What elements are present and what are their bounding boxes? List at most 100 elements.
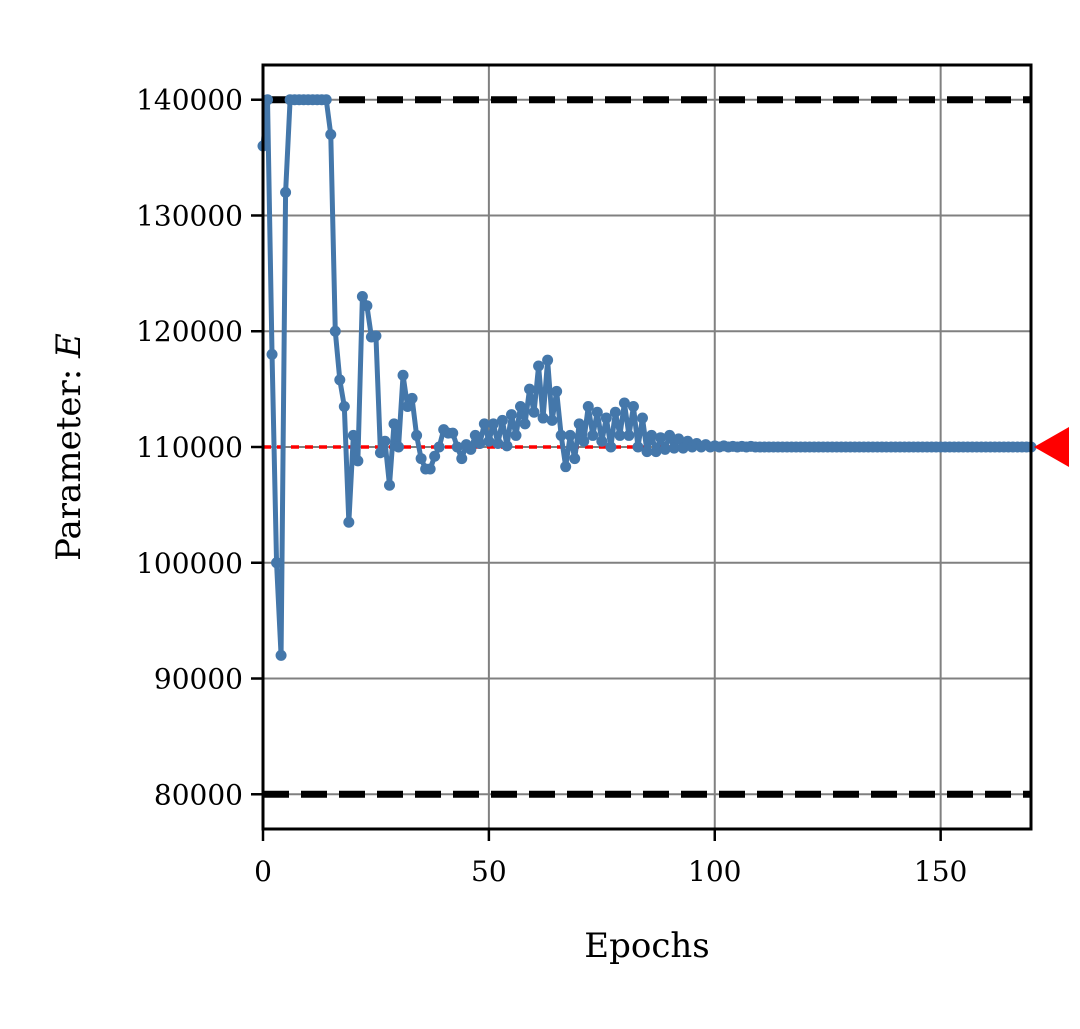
data-point — [262, 94, 274, 106]
data-point — [664, 429, 676, 441]
data-point — [537, 412, 549, 424]
data-point — [487, 418, 499, 430]
y-tick-label: 90000 — [154, 663, 243, 696]
data-point — [614, 429, 626, 441]
data-point — [623, 429, 635, 441]
data-point — [406, 392, 418, 404]
data-point — [655, 432, 667, 444]
data-point — [528, 406, 540, 418]
data-point — [379, 435, 391, 447]
x-tick-label: 100 — [688, 855, 741, 888]
data-point — [325, 128, 337, 140]
data-point — [569, 453, 581, 465]
data-point — [636, 412, 648, 424]
y-axis-label-symbol: E — [49, 333, 89, 359]
data-point — [433, 441, 445, 453]
y-tick-label: 80000 — [154, 778, 243, 811]
data-point — [496, 414, 508, 426]
data-point — [510, 429, 522, 441]
data-point — [627, 400, 639, 412]
data-point — [668, 442, 680, 454]
data-point — [397, 369, 409, 381]
data-point — [587, 429, 599, 441]
data-point — [641, 446, 653, 458]
x-tick-label: 50 — [471, 855, 507, 888]
data-point — [429, 450, 441, 462]
data-point — [329, 325, 341, 337]
data-point — [474, 438, 486, 450]
data-point — [609, 406, 621, 418]
data-point — [632, 441, 644, 453]
data-point — [591, 406, 603, 418]
data-point — [347, 429, 359, 441]
data-point — [415, 453, 427, 465]
data-point — [546, 414, 558, 426]
data-point — [555, 429, 567, 441]
data-point — [483, 435, 495, 447]
y-axis-label: Parameter: E — [49, 333, 89, 561]
y-tick-label: 110000 — [136, 431, 243, 464]
data-point — [465, 443, 477, 455]
data-point — [515, 400, 527, 412]
data-point — [447, 427, 459, 439]
data-point — [352, 455, 364, 467]
data-point — [456, 453, 468, 465]
data-point — [275, 649, 287, 661]
data-point — [618, 397, 630, 409]
y-tick-label: 120000 — [136, 315, 243, 348]
data-point — [492, 438, 504, 450]
data-point — [356, 291, 368, 303]
data-point — [582, 400, 594, 412]
data-point — [564, 429, 576, 441]
y-tick-label: 100000 — [136, 547, 243, 580]
data-point — [605, 441, 617, 453]
data-point — [578, 435, 590, 447]
data-point — [505, 409, 517, 421]
data-point — [600, 412, 612, 424]
y-axis-label-prefix: Parameter: — [49, 358, 89, 561]
data-point — [501, 440, 513, 452]
data-point — [542, 354, 554, 366]
data-point — [388, 418, 400, 430]
data-point — [374, 447, 386, 459]
data-point — [646, 429, 658, 441]
data-point — [343, 516, 355, 528]
data-point — [551, 385, 563, 397]
data-point — [280, 186, 292, 198]
y-tick-label: 140000 — [136, 84, 243, 117]
data-point — [469, 429, 481, 441]
data-point — [338, 400, 350, 412]
data-point — [596, 435, 608, 447]
data-series — [257, 94, 1037, 661]
data-point — [650, 446, 662, 458]
data-point — [533, 360, 545, 372]
data-point — [659, 443, 671, 455]
x-axis-label: Epochs — [584, 926, 709, 966]
data-point — [402, 400, 414, 412]
x-axis-ticks: 0 50 100 150 — [254, 829, 967, 888]
data-point — [370, 330, 382, 342]
data-point — [334, 374, 346, 386]
data-point — [573, 418, 585, 430]
x-tick-label: 150 — [914, 855, 967, 888]
data-point — [320, 94, 332, 106]
data-point — [271, 557, 283, 569]
data-point — [411, 429, 423, 441]
target-marker-triangle — [1034, 427, 1069, 467]
data-point — [560, 461, 572, 473]
data-point — [383, 479, 395, 491]
data-point — [451, 441, 463, 453]
y-axis-ticks: 80000 90000 100000 110000 120000 130000 140000 — [136, 84, 263, 811]
data-point — [673, 433, 685, 445]
x-tick-label: 0 — [254, 855, 272, 888]
data-point — [393, 441, 405, 453]
data-point — [519, 418, 531, 430]
data-point — [266, 348, 278, 360]
y-tick-label: 130000 — [136, 199, 243, 232]
data-point — [361, 300, 373, 312]
data-point — [524, 383, 536, 395]
data-point — [424, 463, 436, 475]
data-point — [478, 418, 490, 430]
